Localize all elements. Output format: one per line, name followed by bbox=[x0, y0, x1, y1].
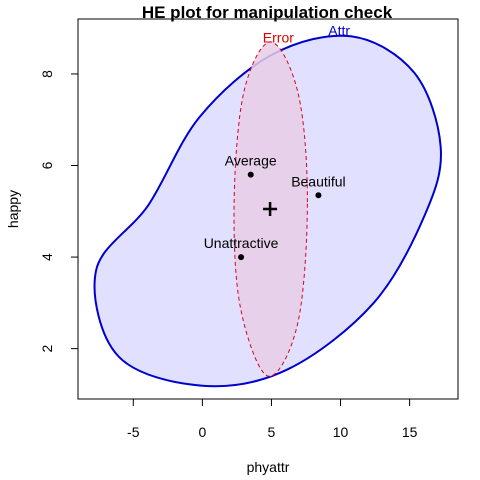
group-mean-point bbox=[238, 254, 245, 261]
group-mean-point bbox=[247, 171, 254, 178]
group-mean-point bbox=[315, 192, 322, 199]
y-tick-label: 2 bbox=[39, 345, 55, 353]
x-tick-label: 15 bbox=[402, 424, 418, 440]
group-mean-label: Average bbox=[225, 153, 277, 169]
y-tick-label: 4 bbox=[39, 253, 55, 261]
x-tick-label: 5 bbox=[268, 424, 276, 440]
chart-title: HE plot for manipulation check bbox=[142, 3, 393, 22]
error-ellipse-label: Error bbox=[263, 29, 294, 45]
group-mean-label: Unattractive bbox=[204, 235, 279, 251]
x-tick-label: 0 bbox=[198, 424, 206, 440]
axes: -5 0 5 10 15 2 4 6 8 bbox=[39, 70, 418, 440]
y-tick-label: 6 bbox=[39, 161, 55, 169]
plot-area: Attr Error Average Beautiful Unattractive bbox=[93, 22, 442, 388]
x-tick-label: -5 bbox=[127, 424, 140, 440]
y-axis-label: happy bbox=[5, 190, 21, 228]
hypothesis-ellipse-label: Attr bbox=[328, 22, 350, 38]
group-mean-label: Beautiful bbox=[291, 173, 345, 189]
y-tick-label: 8 bbox=[39, 70, 55, 78]
x-axis-label: phyattr bbox=[247, 459, 290, 475]
x-tick-label: 10 bbox=[333, 424, 349, 440]
